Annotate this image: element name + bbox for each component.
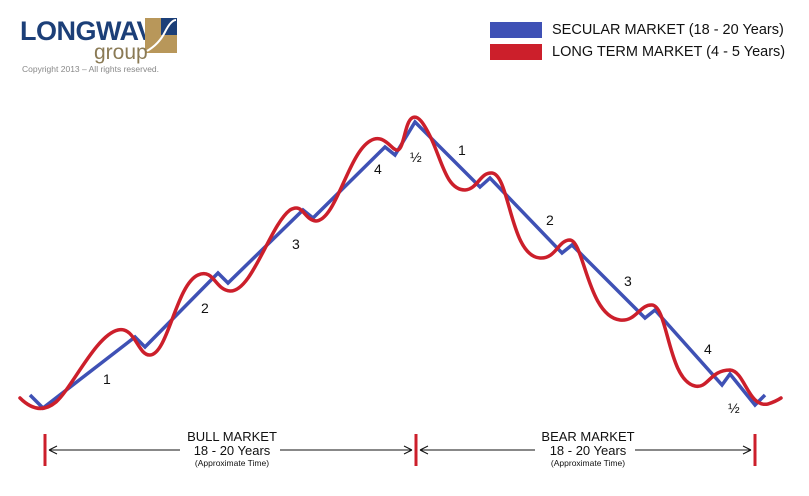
bear-arrowhead-left-icon xyxy=(419,445,429,455)
wave-label-bull-2: 2 xyxy=(201,300,209,316)
bear-market-duration: 18 - 20 Years xyxy=(550,443,627,458)
bull-market-note: (Approximate Time) xyxy=(195,458,269,468)
legend-label-secular: SECULAR MARKET (18 - 20 Years) xyxy=(552,22,784,38)
wave-label-bull-4: 4 xyxy=(374,161,382,177)
wave-label-bull-1: 1 xyxy=(103,371,111,387)
bull-market-title: BULL MARKET xyxy=(187,429,277,444)
legend-item-secular: SECULAR MARKET (18 - 20 Years) xyxy=(490,19,785,41)
legend-label-long-term: LONG TERM MARKET (4 - 5 Years) xyxy=(552,44,786,60)
wave-label-bear-2: 2 xyxy=(546,212,554,228)
legend: SECULAR MARKET (18 - 20 Years) LONG TERM… xyxy=(490,19,785,63)
bear-label-mask xyxy=(535,444,635,456)
wave-label-bottom-half: ½ xyxy=(728,400,740,416)
legend-swatch-secular xyxy=(490,22,542,38)
bull-market-duration: 18 - 20 Years xyxy=(194,443,271,458)
bull-arrowhead-left-icon xyxy=(48,445,58,455)
wave-label-top-half: ½ xyxy=(410,149,422,165)
legend-item-long-term: LONG TERM MARKET (4 - 5 Years) xyxy=(490,41,785,63)
wave-label-bear-4: 4 xyxy=(704,341,712,357)
logo-emblem-icon xyxy=(145,18,177,53)
bull-arrowhead-right-icon xyxy=(403,445,413,455)
wave-label-bear-1: 1 xyxy=(458,142,466,158)
long-term-market-line xyxy=(18,115,783,411)
bear-arrowhead-right-icon xyxy=(742,445,752,455)
secular-market-line xyxy=(28,119,767,411)
wave-label-bull-3: 3 xyxy=(292,236,300,252)
copyright-text: Copyright 2013 – All rights reserved. xyxy=(22,64,160,74)
legend-swatch-long-term xyxy=(490,44,542,60)
bull-label-mask xyxy=(180,444,280,456)
bear-market-note: (Approximate Time) xyxy=(551,458,625,468)
bear-market-title: BEAR MARKET xyxy=(541,429,634,444)
wave-label-bear-3: 3 xyxy=(624,273,632,289)
logo-subtitle: group xyxy=(94,41,148,64)
